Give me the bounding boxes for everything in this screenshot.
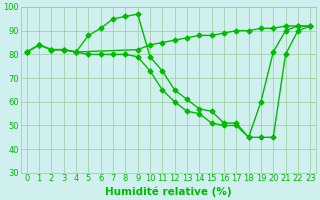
X-axis label: Humidité relative (%): Humidité relative (%): [105, 186, 232, 197]
